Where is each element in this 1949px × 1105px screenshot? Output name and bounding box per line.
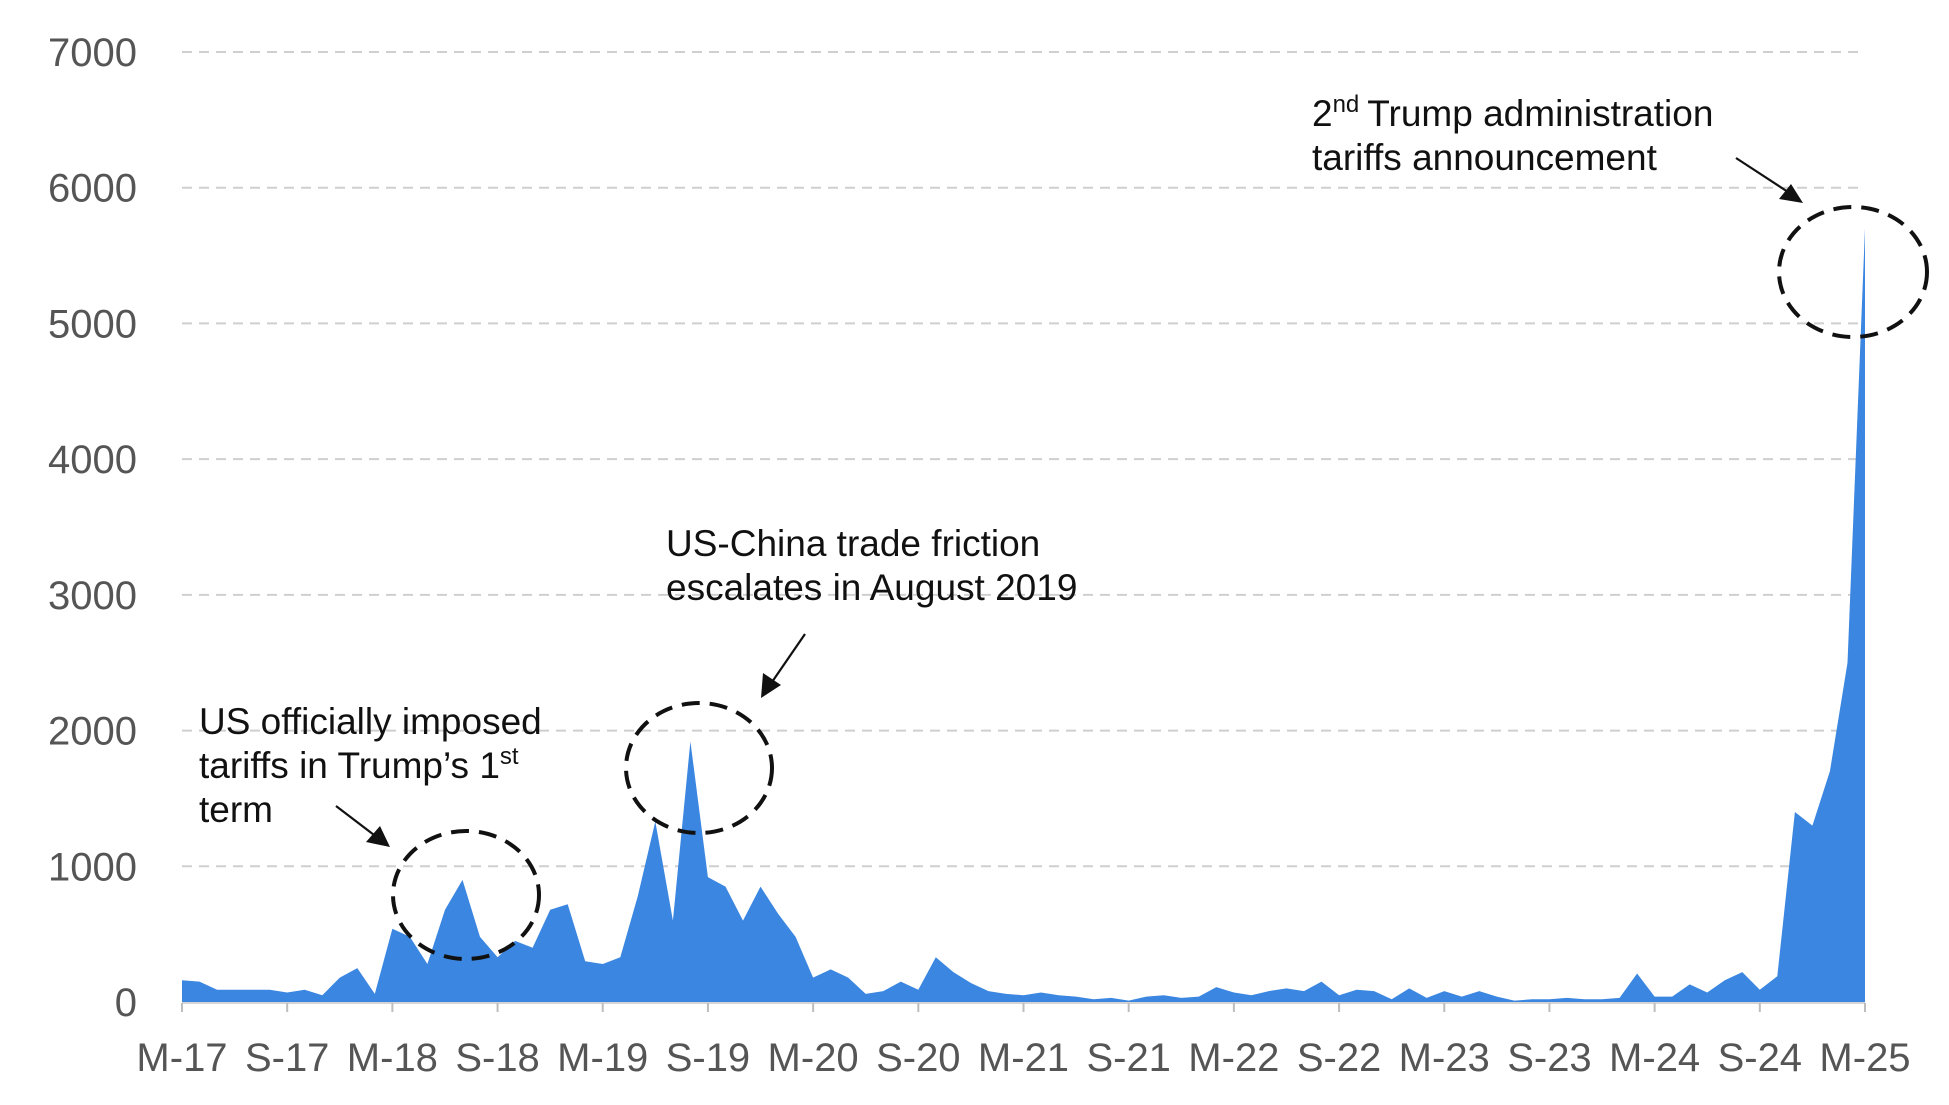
annotation-second-administration-superscript: nd [1333, 91, 1360, 118]
x-tick-label-M-21: M-21 [978, 1036, 1069, 1080]
callout-circle-second-administration [1777, 205, 1929, 339]
x-tick-label-M-20: M-20 [768, 1036, 859, 1080]
x-tick-label-S-19: S-19 [666, 1036, 751, 1080]
callout-arrowhead-trade-friction [761, 673, 781, 698]
x-tick-label-S-18: S-18 [455, 1036, 540, 1080]
y-axis: 0 1000 2000 3000 4000 5000 6000 7000 [48, 31, 137, 1025]
x-tick-label-S-22: S-22 [1297, 1036, 1382, 1080]
x-tick-label-M-22: M-22 [1188, 1036, 1279, 1080]
x-tick-label-S-21: S-21 [1086, 1036, 1171, 1080]
x-tick-label-M-19: M-19 [557, 1036, 648, 1080]
annotation-first-term: US officially imposed tariffs in Trump’s… [199, 701, 542, 961]
x-tick-label-S-20: S-20 [876, 1036, 961, 1080]
series-area [182, 228, 1865, 1002]
y-tick-label-3000: 3000 [48, 574, 137, 618]
annotation-second-administration-line-2: tariffs announcement [1312, 137, 1658, 178]
annotation-trade-friction: US-China trade friction escalates in Aug… [624, 523, 1077, 835]
annotation-trade-friction-line-1: US-China trade friction [666, 523, 1040, 564]
callout-arrow-first-term [335, 805, 379, 839]
annotation-first-term-line-2: tariffs in Trump’s 1st [199, 743, 519, 786]
callout-arrowhead-second-administration [1779, 184, 1803, 203]
x-tick-label-M-17: M-17 [136, 1036, 227, 1080]
x-tick-label-S-23: S-23 [1507, 1036, 1592, 1080]
callout-arrow-trade-friction [771, 633, 806, 683]
x-tick-label-M-23: M-23 [1399, 1036, 1490, 1080]
grid-lines [182, 51, 1865, 1003]
x-tick-label-S-24: S-24 [1718, 1036, 1803, 1080]
annotation-trade-friction-line-2: escalates in August 2019 [666, 567, 1077, 608]
y-tick-label-6000: 6000 [48, 167, 137, 211]
y-tick-label-4000: 4000 [48, 438, 137, 482]
y-tick-label-7000: 7000 [48, 31, 137, 75]
x-tick-label-S-17: S-17 [245, 1036, 330, 1080]
callout-arrow-second-administration [1735, 157, 1789, 193]
annotation-second-administration: 2nd Trump administration tariffs announce… [1312, 91, 1929, 339]
x-axis: M-17 S-17 M-18 S-18 M-19 S-19 M-20 S-20 M-21 S-21… [136, 1002, 1911, 1080]
y-tick-label-1000: 1000 [48, 845, 137, 889]
y-tick-label-0: 0 [115, 981, 137, 1025]
x-tick-label-M-24: M-24 [1609, 1036, 1700, 1080]
callout-circle-trade-friction [624, 701, 774, 835]
y-tick-label-5000: 5000 [48, 302, 137, 346]
x-tick-label-M-18: M-18 [347, 1036, 438, 1080]
annotation-second-administration-line-1: 2nd Trump administration [1312, 91, 1713, 134]
annotation-first-term-superscript: st [500, 743, 519, 770]
x-tick-label-M-25: M-25 [1819, 1036, 1910, 1080]
annotation-first-term-line-3: term [199, 789, 273, 830]
annotation-first-term-line-1: US officially imposed [199, 701, 542, 742]
y-tick-label-2000: 2000 [48, 710, 137, 754]
callout-arrowhead-first-term [366, 826, 390, 847]
callout-circle-first-term [391, 829, 541, 961]
